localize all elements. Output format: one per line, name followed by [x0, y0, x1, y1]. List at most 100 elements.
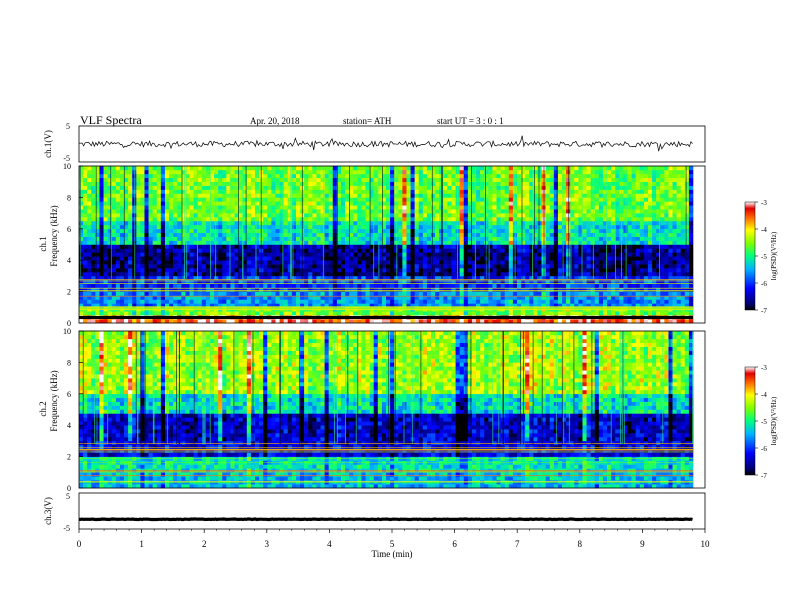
spectrogram-cell — [136, 303, 141, 308]
spectrogram-cell — [586, 248, 591, 253]
spectrogram-cell — [148, 275, 153, 281]
spectrogram-cell — [480, 205, 485, 210]
spectrogram-cell — [345, 193, 350, 198]
spectrogram-cell — [124, 169, 129, 175]
spectrogram-cell — [291, 244, 297, 249]
spectrogram-cell — [496, 217, 501, 222]
spectrogram-cell — [205, 299, 211, 304]
spectrogram-cell — [91, 240, 96, 245]
spectrogram-cell — [271, 271, 276, 277]
spectrogram-cell — [422, 169, 428, 175]
spectrogram-cell — [173, 287, 178, 292]
spectrogram-cell — [99, 307, 104, 312]
spectrogram-cell — [570, 291, 575, 296]
spectrogram-cell — [557, 181, 563, 186]
spectrogram-cell — [345, 220, 350, 226]
spectrogram-cell — [414, 307, 420, 312]
spectrogram-cell — [537, 291, 542, 296]
spectrogram-cell — [471, 236, 477, 241]
spectrogram-cell — [95, 260, 100, 265]
spectrogram-cell — [373, 173, 379, 179]
spectrogram-cell — [263, 224, 268, 230]
spectrogram-cell — [447, 205, 452, 210]
spectrogram-cell — [549, 197, 555, 202]
spectrogram-cell — [557, 264, 563, 269]
spectrogram-cell — [521, 205, 526, 210]
spectrogram-cell — [173, 260, 178, 265]
spectrogram-cell — [521, 228, 526, 234]
spectrogram-cell — [504, 189, 510, 194]
spectrogram-cell — [357, 232, 362, 237]
spectrogram-cell — [181, 275, 186, 281]
spectrogram-cell — [496, 189, 501, 194]
spectrogram-cell — [287, 173, 293, 179]
spectrogram-cell — [320, 303, 325, 308]
spectrogram-cell — [410, 185, 415, 190]
spectrogram-cell — [295, 189, 301, 194]
spectrogram-cell — [279, 248, 284, 253]
spectrogram-cell — [177, 299, 182, 304]
spectrogram-cell — [160, 166, 166, 171]
spectrogram-cell — [140, 236, 145, 241]
spectrogram-cell — [340, 275, 346, 281]
spectrogram-cell — [160, 291, 166, 296]
spectrogram-cell — [578, 166, 583, 171]
spectrogram-cell — [418, 252, 424, 257]
spectrogram-cell — [205, 256, 211, 261]
spectrogram-cell — [459, 268, 465, 273]
spectrogram-cell — [406, 236, 411, 241]
spectrogram-cell — [562, 201, 567, 206]
spectrogram-cell — [209, 177, 215, 182]
spectrogram-cell — [443, 232, 448, 237]
spectrogram-cell — [369, 197, 375, 202]
spectrogram-cell — [91, 252, 96, 257]
spectrogram-cell — [521, 177, 526, 182]
spectrogram-cell — [144, 220, 149, 226]
spectrogram-cell — [222, 311, 227, 316]
spectrogram-cell — [250, 252, 256, 257]
spectrogram-cell — [562, 205, 567, 210]
spectrogram-cell — [201, 240, 207, 245]
spectrogram-cell — [259, 311, 264, 316]
spectrogram-cell — [537, 166, 542, 171]
spectrogram-cell — [484, 252, 489, 257]
spectrogram-cell — [480, 177, 485, 182]
spectrogram-cell — [361, 279, 366, 285]
spectrogram-cell — [218, 220, 223, 226]
spectrogram-cell — [508, 295, 514, 300]
spectrogram-cell — [557, 252, 563, 257]
spectrogram-cell — [124, 283, 129, 288]
spectrogram-cell — [189, 181, 194, 186]
spectrogram-cell — [361, 264, 366, 269]
spectrogram-cell — [144, 244, 149, 249]
spectrogram-cell — [271, 213, 276, 218]
spectrogram-cell — [279, 287, 284, 292]
spectrogram-cell — [226, 169, 231, 175]
spectrogram-cell — [390, 291, 395, 296]
spectrogram-cell — [177, 303, 182, 308]
spectrogram-cell — [267, 279, 272, 285]
spectrogram-cell — [332, 264, 338, 269]
spectrogram-cell — [586, 319, 591, 324]
spectrogram-cell — [369, 268, 375, 273]
spectrogram-cell — [164, 197, 170, 202]
spectrogram-cell — [263, 303, 268, 308]
spectrogram-cell — [496, 291, 501, 296]
spectrogram-cell — [394, 240, 399, 245]
spectrogram-cell — [320, 307, 325, 312]
spectrogram-cell — [443, 181, 448, 186]
spectrogram-cell — [369, 256, 375, 261]
spectrogram-cell — [222, 252, 227, 257]
spectrogram-cell — [238, 252, 244, 257]
spectrogram-cell — [304, 236, 309, 241]
spectrogram-cell — [99, 287, 104, 292]
spectrogram-cell — [332, 177, 338, 182]
spectrogram-cell — [95, 217, 100, 222]
spectrogram-cell — [99, 291, 104, 296]
spectrogram-cell — [312, 283, 317, 288]
spectrogram-cell — [173, 240, 178, 245]
spectrogram-cell — [214, 307, 219, 312]
spectrogram-cell — [316, 213, 321, 218]
spectrogram-cell — [345, 256, 350, 261]
spectrogram-cell — [111, 173, 117, 179]
